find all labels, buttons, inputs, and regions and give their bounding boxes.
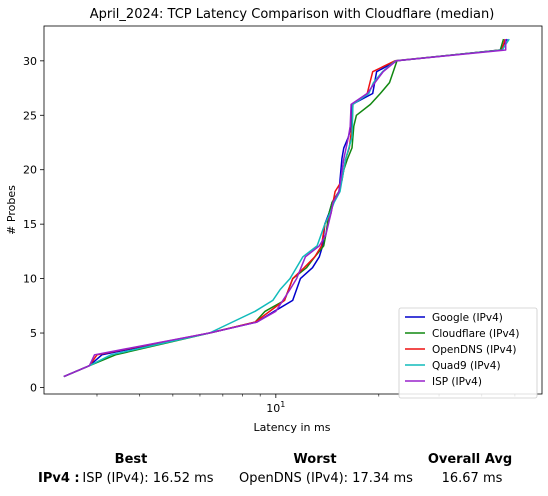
legend-label: Google (IPv4) [432, 312, 503, 324]
y-tick-label: 30 [23, 55, 37, 68]
x-tick-label: 101 [266, 400, 285, 415]
axis-ticks: 0 5 10 15 20 25 30 101 [23, 55, 516, 415]
overall-avg-value: 16.67 ms [441, 471, 503, 486]
latency-chart: April_2024: TCP Latency Comparison with … [5, 7, 543, 434]
best-value: ISP (IPv4): 16.52 ms [82, 471, 214, 486]
y-tick-label: 20 [23, 164, 37, 177]
y-axis-label: # Probes [5, 185, 18, 235]
summary-table: Best Worst Overall Avg IPv4 : ISP (IPv4)… [0, 446, 548, 496]
legend-label: Cloudflare (IPv4) [432, 328, 519, 340]
y-tick-label: 0 [30, 381, 37, 394]
series-line [63, 39, 507, 378]
y-tick-label: 5 [30, 327, 37, 340]
worst-header: Worst [293, 452, 337, 467]
x-axis-label: Latency in ms [254, 421, 331, 434]
y-tick-label: 15 [23, 218, 37, 231]
best-header: Best [114, 452, 148, 467]
legend-box [398, 307, 538, 399]
series-lines [63, 38, 510, 378]
overall-avg-header: Overall Avg [427, 452, 513, 467]
chart-title: April_2024: TCP Latency Comparison with … [90, 7, 495, 22]
y-tick-label: 25 [23, 109, 37, 122]
series-line [63, 38, 510, 378]
legend-label: Quad9 (IPv4) [432, 360, 501, 372]
ipv4-row-label: IPv4 : [38, 471, 80, 486]
legend-label: ISP (IPv4) [432, 376, 482, 388]
legend: Google (IPv4) Cloudflare (IPv4) OpenDNS (I… [398, 307, 538, 399]
worst-value: OpenDNS (IPv4): 17.34 ms [239, 471, 413, 486]
legend-label: OpenDNS (IPv4) [432, 344, 517, 356]
y-tick-label: 10 [23, 273, 37, 286]
